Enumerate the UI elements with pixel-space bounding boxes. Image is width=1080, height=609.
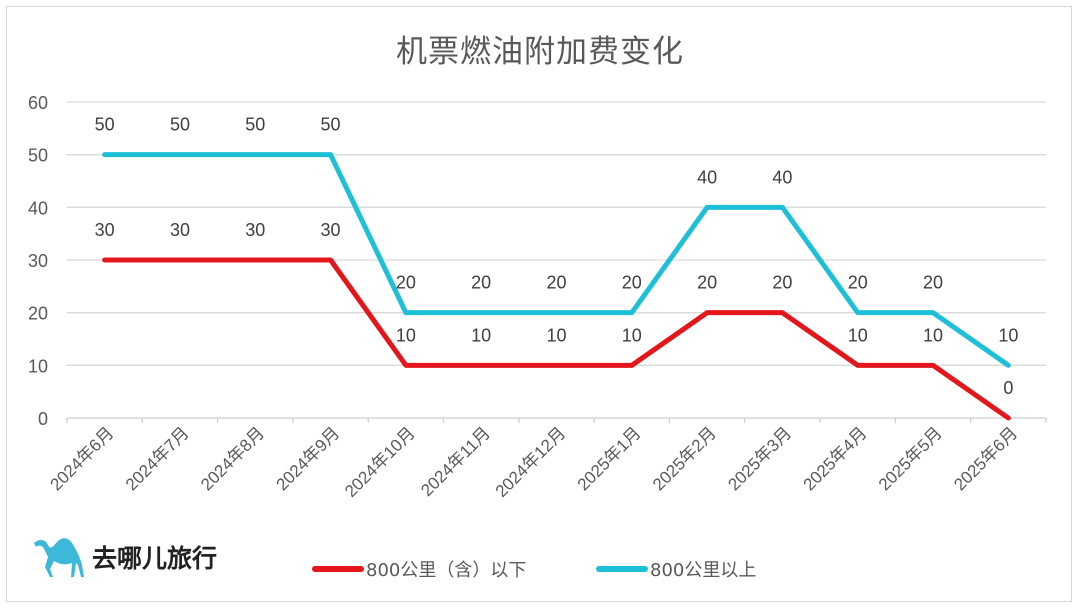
data-label: 10: [546, 325, 566, 345]
y-tick-label: 0: [38, 409, 48, 429]
logo-text: 去哪儿旅行: [92, 544, 218, 573]
data-label: 40: [697, 167, 717, 187]
data-label: 30: [321, 220, 341, 240]
x-tick-label: 2025年1月: [574, 423, 645, 494]
data-label: 10: [848, 325, 868, 345]
data-label: 10: [396, 325, 416, 345]
data-label: 10: [471, 325, 491, 345]
x-tick-label: 2025年3月: [724, 423, 795, 494]
data-label: 20: [546, 273, 566, 293]
y-tick-label: 10: [28, 356, 48, 376]
x-tick-label: 2025年5月: [875, 423, 946, 494]
data-label: 20: [848, 273, 868, 293]
data-label: 50: [95, 115, 115, 135]
data-label: 50: [321, 115, 341, 135]
x-axis: 2024年6月 2024年7月 2024年8月 2024年9月2024年10月2024…: [47, 418, 1047, 501]
x-tick-label: 2024年7月: [122, 423, 193, 494]
x-tick-label: 2025年4月: [800, 423, 871, 494]
y-tick-label: 30: [28, 251, 48, 271]
data-label: 20: [396, 273, 416, 293]
x-tick-label: 2024年6月: [47, 423, 118, 494]
qunar-logo: 去哪儿旅行: [32, 535, 217, 579]
series-lines: [102, 152, 1011, 421]
data-label: 20: [697, 273, 717, 293]
y-axis: 0 10 20 30 40 50 60: [28, 93, 48, 429]
data-label: 20: [622, 273, 642, 293]
legend-item-under-800km: 800公里（含）以下: [312, 556, 526, 582]
data-label: 50: [170, 115, 190, 135]
data-label: 30: [170, 220, 190, 240]
data-label: 0: [1003, 378, 1013, 398]
data-label: 10: [923, 325, 943, 345]
series-line-0: [102, 257, 1011, 421]
data-label: 30: [245, 220, 265, 240]
x-tick-label: 2025年2月: [649, 423, 720, 494]
y-tick-label: 20: [28, 304, 48, 324]
x-tick-label: 2024年10月: [341, 423, 419, 501]
legend-label: 800公里（含）以下: [366, 560, 527, 581]
x-tick-label: 2024年8月: [197, 423, 268, 494]
data-label: 40: [772, 167, 792, 187]
y-tick-label: 40: [28, 198, 48, 218]
x-tick-label: 2024年12月: [492, 423, 570, 501]
data-label: 20: [923, 273, 943, 293]
legend-item-over-800km: 800公里以上: [596, 556, 756, 582]
y-tick-label: 50: [28, 146, 48, 166]
x-tick-label: 2024年9月: [272, 423, 343, 494]
data-label: 20: [471, 273, 491, 293]
legend-label: 800公里以上: [650, 560, 757, 581]
y-tick-label: 60: [28, 93, 48, 113]
x-tick-label: 2025年6月: [950, 423, 1021, 494]
x-tick-label: 2024年11月: [417, 423, 494, 500]
camel-icon: [34, 538, 84, 577]
data-label: 10: [998, 325, 1018, 345]
legend-swatch-red: [312, 566, 364, 572]
data-label: 20: [772, 273, 792, 293]
data-label: 30: [95, 220, 115, 240]
chart-frame: [6, 6, 1072, 602]
data-labels: 30 30 30 30 10 10 10 10 20 20 10 10 0 50 50 50 50 20 20 20 2…: [95, 115, 1019, 398]
data-label: 50: [245, 115, 265, 135]
chart-title: 机票燃油附加费变化: [396, 34, 684, 70]
data-label: 10: [622, 325, 642, 345]
series-line-1: [102, 152, 1011, 368]
legend-swatch-cyan: [596, 566, 648, 572]
